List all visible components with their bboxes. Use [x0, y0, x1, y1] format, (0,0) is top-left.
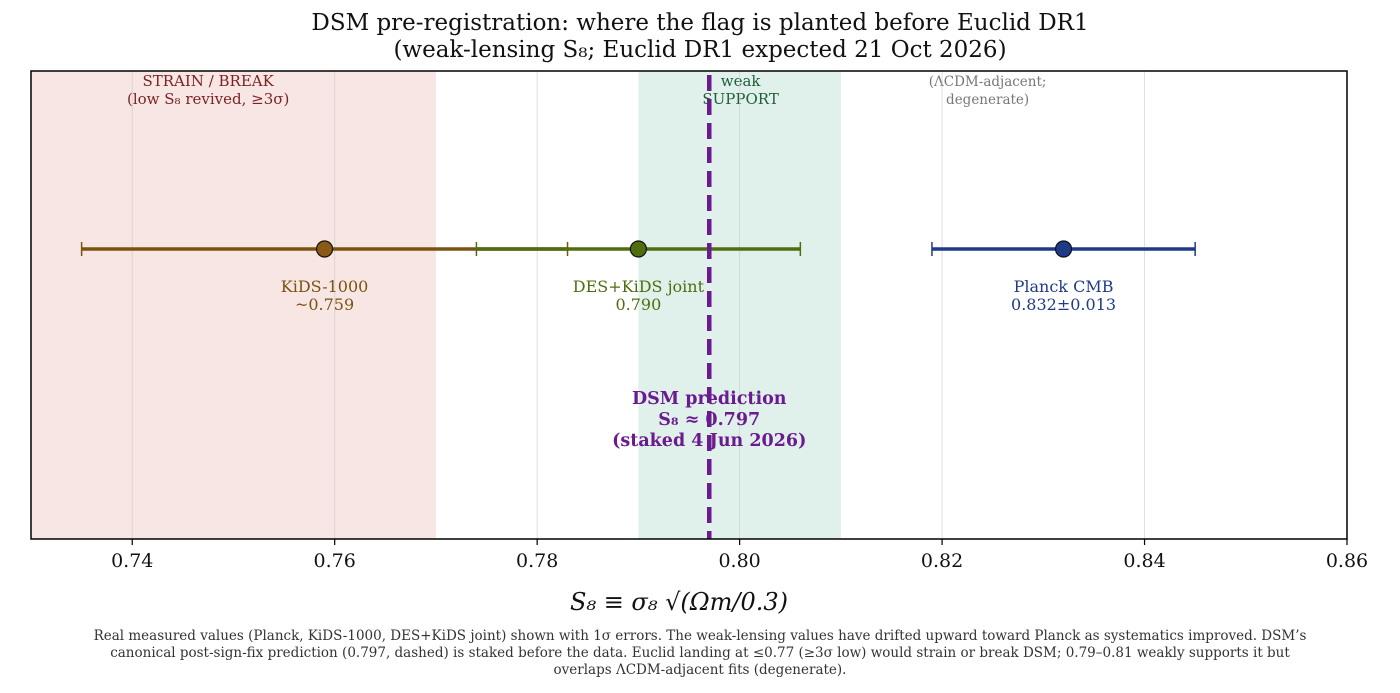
chart-subtitle: (weak-lensing S₈; Euclid DR1 expected 21… — [393, 37, 1007, 63]
caption-line-3: overlaps ΛCDM-adjacent fits (degenerate)… — [553, 662, 847, 678]
region-label-line: weak — [721, 72, 762, 90]
x-tick-label: 0.76 — [314, 550, 356, 572]
point-label-planck-cmb: Planck CMB 0.832±0.013 — [1011, 277, 1116, 314]
region-label-line: (ΛCDM-adjacent; — [929, 74, 1047, 90]
chart-title: DSM pre-registration: where the flag is … — [311, 10, 1089, 36]
region-label-line: STRAIN / BREAK — [142, 72, 274, 90]
point-kids-1000 — [315, 240, 334, 258]
x-axis-label: S₈ ≡ σ₈ √(Ωm/0.3) — [570, 588, 788, 616]
point-label-line: DES+KiDS joint — [573, 277, 705, 296]
region-label-lcdm: (ΛCDM-adjacent; degenerate) — [929, 74, 1047, 108]
point-label-kids-1000: KiDS-1000 ~0.759 — [281, 277, 369, 314]
caption-line-2: canonical post-sign-fix prediction (0.79… — [110, 645, 1290, 661]
plot-frame — [30, 70, 1348, 540]
point-label-line: 0.790 — [615, 295, 661, 314]
region-label-strain: STRAIN / BREAK (low S₈ revived, ≥3σ) — [127, 72, 289, 108]
prediction-label-line: S₈ ≈ 0.797 — [658, 410, 760, 430]
region-label-line: degenerate) — [946, 92, 1029, 108]
region-label-line: SUPPORT — [702, 90, 778, 108]
region-label-support: weak SUPPORT — [702, 72, 778, 108]
chart-caption: Real measured values (Planck, KiDS-1000,… — [0, 628, 1400, 679]
caption-line-1: Real measured values (Planck, KiDS-1000,… — [93, 628, 1307, 644]
x-tick-label: 0.84 — [1123, 550, 1165, 572]
x-tick-label: 0.82 — [921, 550, 963, 572]
prediction-label: DSM prediction S₈ ≈ 0.797 (staked 4 Jun 20… — [612, 389, 806, 451]
point-label-des-kids-joint: DES+KiDS joint 0.790 — [573, 277, 705, 314]
prediction-label-line: (staked 4 Jun 2026) — [612, 431, 806, 451]
x-tick-label: 0.74 — [111, 550, 153, 572]
x-tick-label: 0.78 — [516, 550, 558, 572]
point-planck-cmb — [1054, 240, 1073, 258]
region-strain — [31, 71, 436, 539]
prediction-label-line: DSM prediction — [632, 389, 787, 409]
chart-plot: STRAIN / BREAK (low S₈ revived, ≥3σ)weak S… — [30, 70, 1368, 616]
point-label-line: Planck CMB — [1014, 277, 1114, 296]
point-des-kids-joint — [629, 240, 647, 258]
point-label-line: ~0.759 — [295, 295, 354, 314]
point-label-line: KiDS-1000 — [281, 277, 369, 296]
x-tick-label: 0.80 — [718, 550, 760, 572]
x-tick-label: 0.86 — [1326, 550, 1368, 572]
region-label-line: (low S₈ revived, ≥3σ) — [127, 90, 289, 108]
point-label-line: 0.832±0.013 — [1011, 295, 1116, 314]
